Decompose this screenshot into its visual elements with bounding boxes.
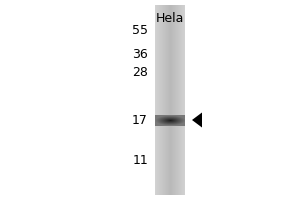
Text: 11: 11 xyxy=(132,154,148,166)
Text: 36: 36 xyxy=(132,48,148,62)
Text: 55: 55 xyxy=(132,23,148,36)
Text: 28: 28 xyxy=(132,66,148,78)
Text: Hela: Hela xyxy=(156,12,184,25)
Polygon shape xyxy=(192,112,202,128)
Text: 17: 17 xyxy=(132,114,148,127)
